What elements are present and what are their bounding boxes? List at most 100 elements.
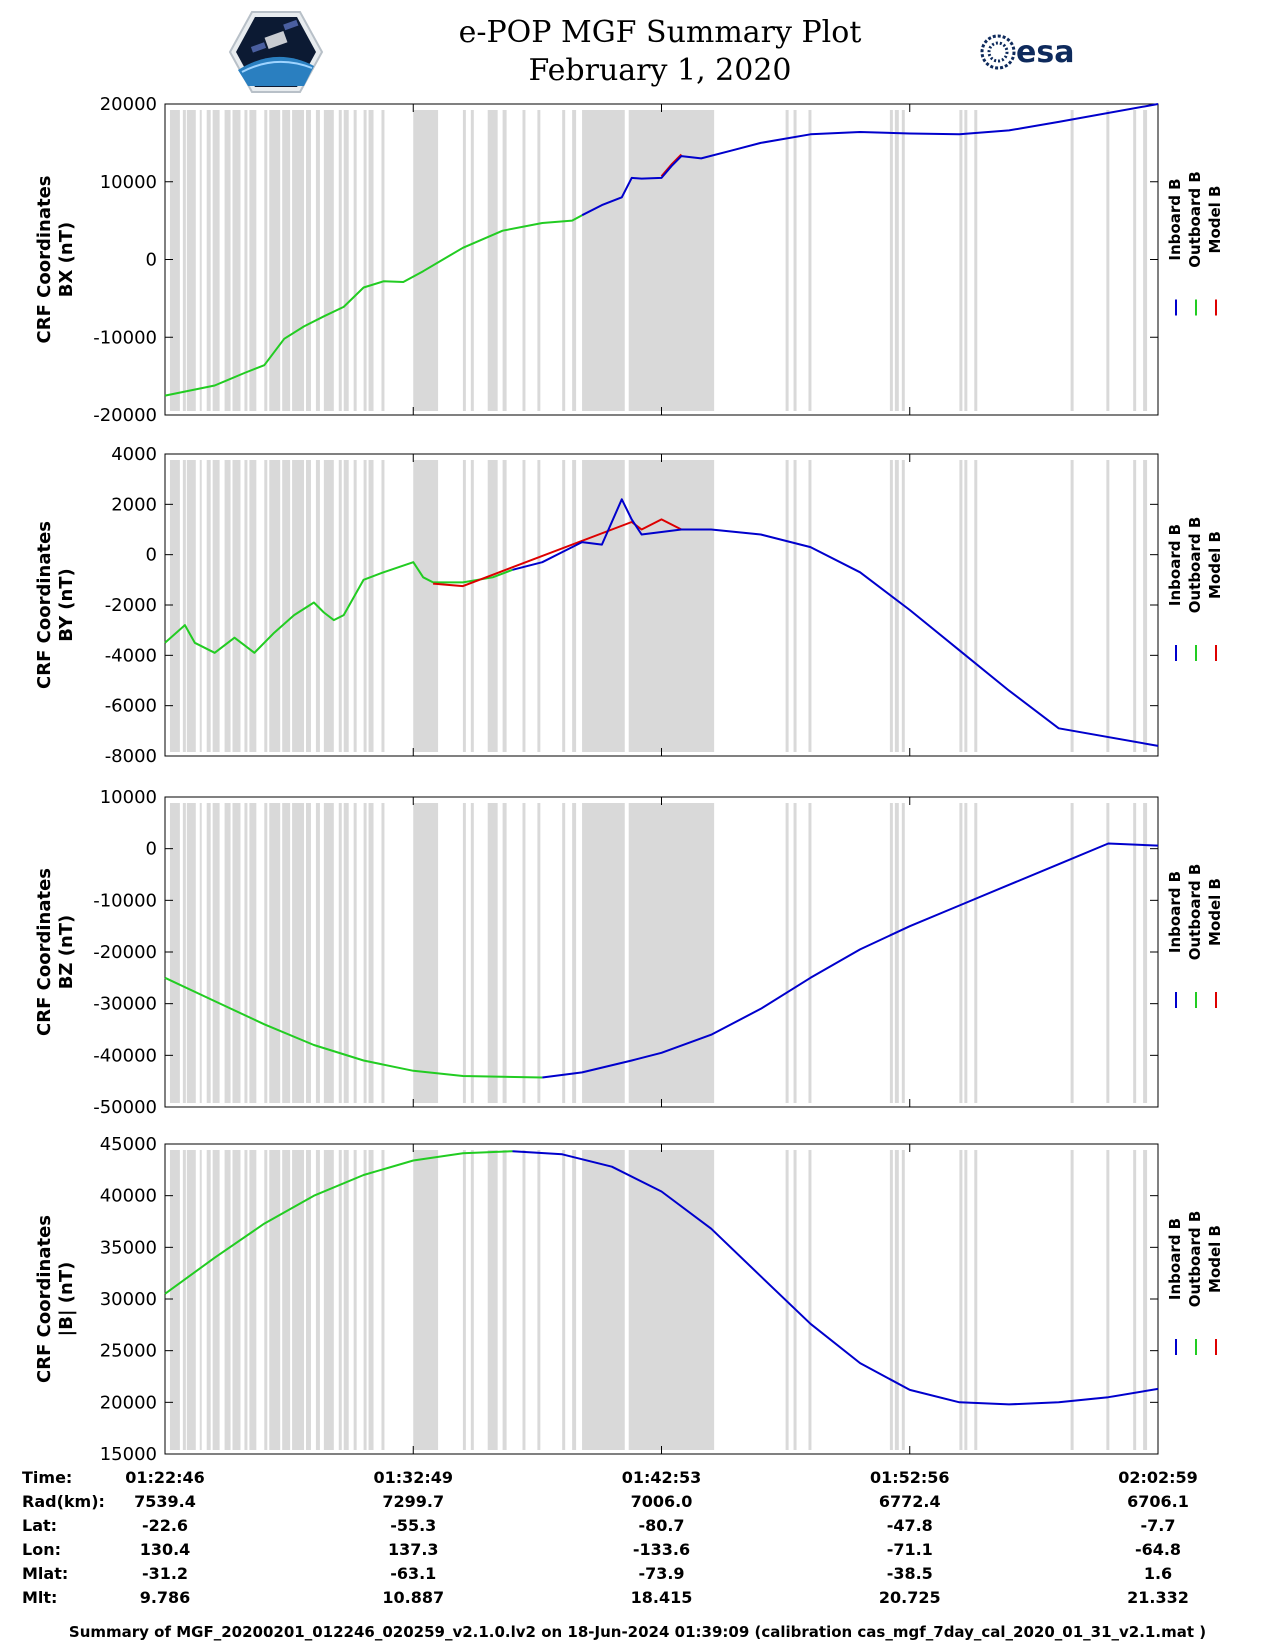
data-gap-band (974, 803, 978, 1103)
y-tick-label: 15000 (100, 1444, 157, 1465)
row-value: 130.4 (139, 1540, 191, 1559)
data-gap-band (244, 803, 248, 1103)
data-gap-band (212, 803, 220, 1103)
data-gap-band (343, 460, 349, 752)
y-tick-label: 40000 (100, 1186, 157, 1207)
data-gap-band (206, 460, 211, 752)
data-gap-band (249, 110, 257, 411)
data-gap-band (199, 803, 202, 1103)
data-gap-band (249, 803, 257, 1103)
y-tick-label: 2000 (111, 494, 157, 515)
data-gap-band (785, 803, 789, 1103)
data-gap-band (628, 803, 715, 1103)
bmag-outboard-series-line (164, 1150, 513, 1295)
data-gap-band (562, 803, 566, 1103)
data-gap-band (199, 1150, 202, 1450)
data-gap-band (793, 110, 797, 411)
data-gap-band (1106, 110, 1110, 411)
y-tick-label: -40000 (93, 1045, 157, 1066)
y-tick-label: 0 (146, 250, 157, 271)
bmag-y-axis-label: CRF Coordinates|B| (nT) (34, 1215, 77, 1383)
data-gap-band (894, 460, 899, 752)
data-gap-band (186, 1150, 196, 1450)
legend-label: Model B (1206, 878, 1224, 946)
data-gap-band (224, 1150, 231, 1450)
legend-label: Outboard B (1186, 517, 1204, 614)
data-gap-band (269, 460, 281, 752)
bx-model-series-line (660, 153, 683, 177)
data-gap-band (502, 110, 507, 411)
y-label-line-2: BZ (nT) (56, 915, 77, 990)
data-gap-band (269, 1150, 281, 1450)
row-value: 01:42:53 (621, 1468, 702, 1487)
data-gap-band (462, 110, 466, 411)
data-gap-band (1106, 803, 1110, 1103)
data-gap-band (368, 110, 374, 411)
data-gap-band (462, 1150, 466, 1450)
legend-label: Outboard B (1186, 1211, 1204, 1308)
row-value: -73.9 (638, 1564, 685, 1583)
row-value: -38.5 (886, 1564, 933, 1583)
data-gap-band (522, 803, 526, 1103)
legend-label: Inboard B (1166, 871, 1184, 953)
data-gap-band (338, 1150, 342, 1450)
row-value: -133.6 (632, 1540, 691, 1559)
data-gap-band (244, 460, 248, 752)
data-gap-band (1070, 803, 1074, 1103)
row-value: -80.7 (638, 1516, 685, 1535)
row-value: -47.8 (886, 1516, 933, 1535)
bz-inboard-series-line (542, 842, 1159, 1079)
row-value: -22.6 (141, 1516, 189, 1535)
data-gap-band (959, 460, 963, 752)
data-gap-band (502, 460, 507, 752)
esa-logo-text: esa (1016, 35, 1074, 70)
data-gap-band (959, 1150, 963, 1450)
data-gap-band (315, 110, 320, 411)
data-gap-band (232, 1150, 241, 1450)
data-gap-band (470, 803, 474, 1103)
data-gap-band (212, 110, 220, 411)
row-value: -7.7 (1140, 1516, 1176, 1535)
data-gap-band (249, 460, 257, 752)
data-gap-band (206, 1150, 211, 1450)
row-value: 01:52:56 (869, 1468, 950, 1487)
data-gap-band (186, 110, 196, 411)
y-tick-label: -2000 (105, 595, 157, 616)
data-gap-band (793, 803, 797, 1103)
row-value: 18.415 (630, 1588, 693, 1607)
data-gap-band (793, 460, 797, 752)
y-label-line-2: |B| (nT) (56, 1262, 77, 1337)
data-gap-band (381, 803, 385, 1103)
data-gap-band (1143, 1150, 1148, 1450)
row-value: 137.3 (387, 1540, 439, 1559)
data-gap-band (413, 803, 439, 1103)
data-gap-band (381, 460, 385, 752)
data-gap-band (206, 803, 211, 1103)
data-gap-band (224, 803, 231, 1103)
data-gap-band (974, 1150, 978, 1450)
esa-logo: esa (978, 30, 1088, 78)
data-gap-band (562, 460, 566, 752)
data-gap-band (1143, 110, 1148, 411)
data-gap-band (487, 803, 498, 1103)
y-tick-label: 45000 (100, 1134, 157, 1155)
footer-caption: Summary of MGF_20200201_012246_020259_v2… (68, 1623, 1207, 1641)
data-gap-band (1133, 1150, 1137, 1450)
data-gap-band (212, 460, 220, 752)
row-label: Mlat: (22, 1564, 69, 1583)
title-line-2: February 1, 2020 (528, 53, 792, 88)
legend-label: Inboard B (1166, 1218, 1184, 1300)
y-label-line-1: CRF Coordinates (34, 176, 55, 344)
data-gap-band (572, 460, 577, 752)
row-label: Mlt: (22, 1588, 58, 1607)
data-gap-band (244, 1150, 248, 1450)
data-gap-band (306, 1150, 311, 1450)
data-gap-band (959, 110, 963, 411)
bz-outboard-series-line (164, 976, 543, 1079)
data-gap-band (353, 1150, 357, 1450)
y-label-line-1: CRF Coordinates (34, 1215, 55, 1383)
data-gap-band (974, 460, 978, 752)
data-gap-band (1133, 110, 1137, 411)
data-gap-band (413, 110, 439, 411)
data-gap-band (964, 110, 968, 411)
